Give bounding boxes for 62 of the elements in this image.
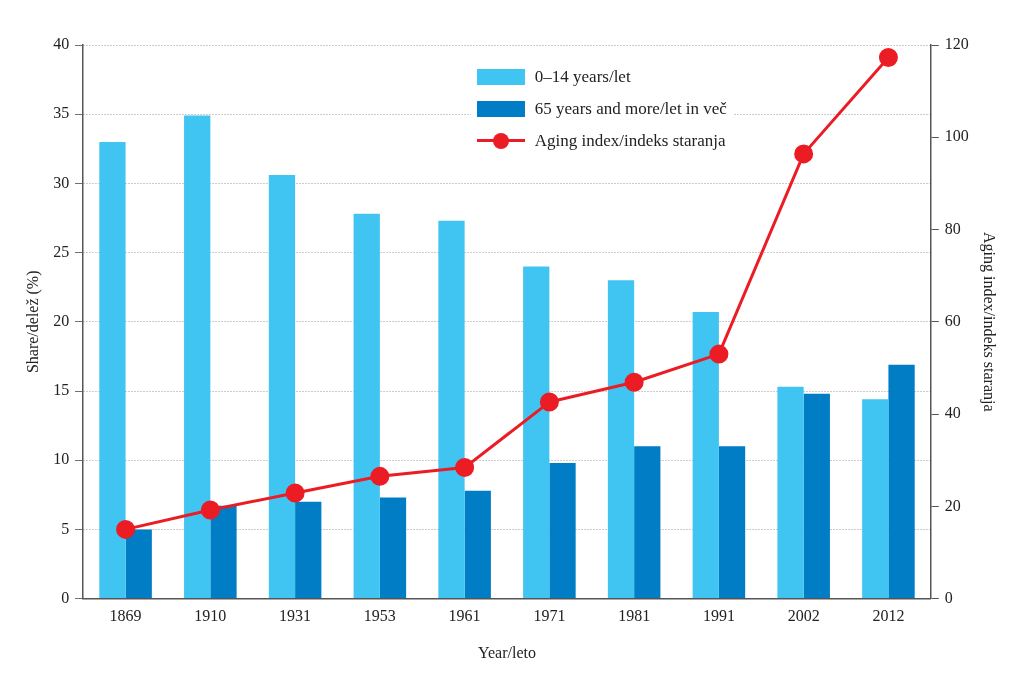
bar [99, 141, 126, 599]
point [624, 372, 644, 392]
y2-tick-label: 0 [944, 588, 953, 606]
bar [353, 213, 380, 599]
bar [523, 266, 550, 599]
bar [607, 280, 635, 599]
bar [888, 364, 915, 599]
bar [125, 529, 152, 599]
bar [464, 490, 491, 599]
bar [692, 312, 719, 599]
point [200, 500, 220, 520]
legend-label: 0–14 years/let [534, 67, 631, 87]
point [116, 519, 136, 539]
point [285, 483, 305, 503]
y2-axis-title: Aging index/indeks staranja [980, 232, 999, 412]
y-tick-label: 35 [53, 104, 70, 122]
y2-tick-label: 80 [944, 219, 961, 237]
x-tick-label: 1961 [448, 607, 481, 625]
bar [862, 399, 889, 599]
y2-tick-label: 120 [944, 35, 969, 53]
x-tick-label: 1971 [533, 607, 566, 625]
x-tick-label: 2002 [787, 607, 820, 625]
y-tick-label: 10 [53, 450, 70, 468]
bar [777, 386, 804, 599]
point [539, 392, 559, 412]
bar [634, 446, 661, 599]
bar [184, 115, 211, 599]
y-tick-label: 5 [61, 519, 70, 537]
x-tick-label: 2012 [872, 607, 905, 625]
x-tick-label: 1953 [363, 607, 396, 625]
y2-tick-label: 20 [944, 496, 961, 514]
bar [803, 393, 830, 599]
y-tick-label: 40 [53, 35, 70, 53]
x-tick-label: 1991 [702, 607, 735, 625]
point [794, 144, 814, 164]
y-tick-label: 25 [53, 242, 70, 260]
bar [549, 462, 576, 599]
point [878, 47, 898, 67]
x-tick-label: 1931 [279, 607, 312, 625]
y-tick-label: 15 [53, 381, 70, 399]
bar [210, 505, 237, 599]
x-tick-label: 1869 [109, 607, 142, 625]
bar [438, 220, 465, 599]
bar [379, 497, 407, 599]
y2-tick-label: 40 [944, 404, 961, 422]
bar [295, 501, 322, 599]
x-tick-label: 1981 [618, 607, 651, 625]
x-axis-title: Year/leto [478, 643, 536, 661]
x-tick-label: 1910 [194, 607, 227, 625]
y2-tick-label: 100 [944, 127, 969, 145]
y2-tick-label: 60 [944, 312, 961, 329]
y-axis-title: Share/delež (%) [23, 270, 42, 374]
point [370, 466, 390, 486]
y-tick-label: 20 [53, 312, 70, 329]
point [709, 344, 729, 364]
bar [268, 175, 296, 599]
y-tick-label: 0 [61, 588, 70, 606]
legend-label: 65 years and more/let in več [534, 99, 727, 119]
bar [718, 446, 746, 599]
legend-label: Aging index/indeks staranja [534, 131, 726, 151]
point [455, 458, 475, 478]
y-tick-label: 30 [53, 173, 70, 191]
